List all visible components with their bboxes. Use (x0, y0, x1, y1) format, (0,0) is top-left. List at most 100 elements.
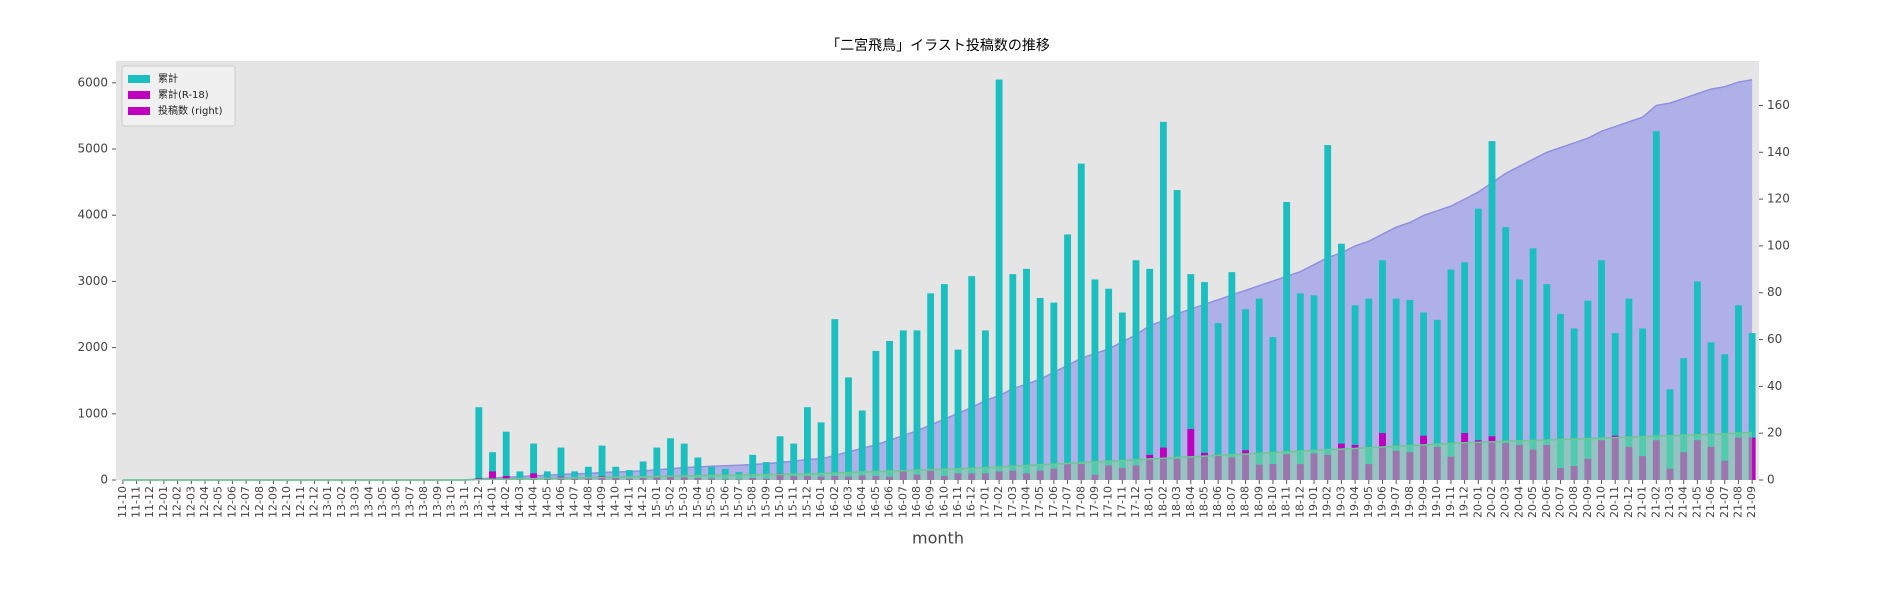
bar (845, 377, 852, 480)
x-tick-label: 17-12 (1129, 486, 1142, 518)
bar (1214, 323, 1222, 480)
x-tick-label: 17-04 (1019, 486, 1032, 518)
bar (1584, 300, 1592, 480)
chart-title: 「二宮飛鳥」イラスト投稿数の推移 (826, 38, 1050, 54)
x-tick-label: 20-09 (1581, 486, 1594, 518)
x-tick-label: 16-09 (924, 486, 937, 518)
x-tick-label: 17-07 (1061, 486, 1074, 518)
x-tick-label: 13-01 (321, 486, 334, 518)
x-tick-label: 18-02 (1156, 486, 1169, 518)
bar (1693, 281, 1701, 480)
bar (1255, 298, 1263, 480)
x-tick-label: 13-11 (458, 486, 471, 518)
x-tick-label: 21-06 (1704, 486, 1717, 518)
x-tick-label: 13-02 (335, 486, 348, 518)
bar (817, 422, 825, 480)
x-tick-label: 20-11 (1608, 486, 1621, 518)
x-tick-label: 12-05 (212, 486, 225, 518)
y-tick-label: 2000 (77, 340, 108, 354)
x-tick-label: 20-06 (1540, 486, 1553, 518)
bar (1228, 272, 1236, 480)
bar (749, 454, 757, 480)
x-tick-label: 20-12 (1622, 486, 1635, 518)
x-tick-label: 12-04 (198, 486, 211, 518)
x-tick-label: 12-11 (294, 486, 307, 518)
x-tick-label: 15-02 (664, 486, 677, 518)
bar (1735, 305, 1742, 480)
bar (1666, 389, 1674, 480)
x-tick-label: 20-05 (1526, 486, 1539, 518)
x-tick-label: 11-11 (130, 486, 143, 518)
x-tick-label: 16-03 (842, 486, 855, 518)
x-tick-label: 16-08 (910, 486, 923, 518)
bar (940, 284, 948, 480)
x-tick-label: 14-06 (554, 486, 567, 518)
x-tick-label: 17-09 (1088, 486, 1101, 518)
bar (1105, 288, 1113, 480)
bar (489, 452, 496, 480)
y-tick-label: 4000 (77, 208, 108, 222)
bar (1652, 131, 1660, 480)
bar (1447, 269, 1455, 480)
bar (762, 462, 770, 480)
x-axis-label: month (912, 529, 964, 548)
bar (1420, 312, 1427, 480)
x-tick-label: 13-07 (403, 486, 416, 518)
bar (680, 443, 688, 480)
bar (831, 319, 839, 480)
x-tick-label: 21-02 (1649, 486, 1662, 518)
x-tick-label: 20-04 (1512, 486, 1525, 518)
x-tick-label: 20-01 (1471, 486, 1484, 518)
bar (584, 466, 592, 480)
bar (598, 445, 606, 480)
x-tick-label: 14-08 (581, 486, 594, 518)
bar (653, 447, 661, 480)
bar (1625, 298, 1633, 480)
x-tick-label: 19-01 (1307, 486, 1320, 518)
x-tick-label: 19-12 (1458, 486, 1471, 518)
x-tick-label: 12-07 (239, 486, 252, 518)
x-tick-label: 21-01 (1636, 486, 1649, 518)
bar (708, 466, 716, 480)
x-tick-label: 15-04 (691, 486, 704, 518)
bar (1557, 313, 1564, 480)
bar (1091, 279, 1099, 480)
x-tick-label: 19-06 (1375, 486, 1388, 518)
bar (530, 473, 538, 480)
x-tick-label: 16-04 (855, 486, 868, 518)
x-tick-label: 16-07 (896, 486, 909, 518)
x-tick-label: 14-07 (568, 486, 581, 518)
bar (1529, 248, 1537, 480)
bar (1146, 268, 1154, 480)
bar (1159, 121, 1167, 481)
area-line (122, 431, 1753, 481)
bar (1611, 333, 1619, 480)
x-tick-label: 21-08 (1731, 486, 1744, 518)
x-tick-label: 11-12 (143, 486, 156, 518)
x-tick-label: 14-11 (622, 486, 635, 518)
bar (626, 470, 633, 480)
bar (1283, 201, 1291, 480)
x-tick-label: 14-04 (527, 486, 540, 518)
bar (954, 349, 962, 480)
bar (1392, 298, 1400, 480)
legend-swatch (128, 75, 150, 83)
bar (530, 443, 538, 480)
x-tick-label: 11-10 (116, 486, 129, 518)
bar (790, 443, 798, 480)
legend-label: 累計(R-18) (158, 88, 209, 101)
bar (612, 466, 620, 480)
bar (1502, 227, 1510, 480)
y-tick-label: 0 (100, 473, 108, 487)
x-tick-label: 19-09 (1417, 486, 1430, 518)
x-tick-label: 12-06 (225, 486, 238, 518)
bar (694, 457, 702, 480)
x-tick-label: 18-10 (1266, 486, 1279, 518)
x-tick-label: 13-06 (390, 486, 403, 518)
bar (557, 447, 565, 480)
x-tick-label: 14-12 (636, 486, 649, 518)
bar (981, 330, 989, 480)
x-tick-label: 13-08 (417, 486, 430, 518)
bar (1365, 298, 1373, 480)
y2-tick-label: 100 (1767, 238, 1790, 252)
